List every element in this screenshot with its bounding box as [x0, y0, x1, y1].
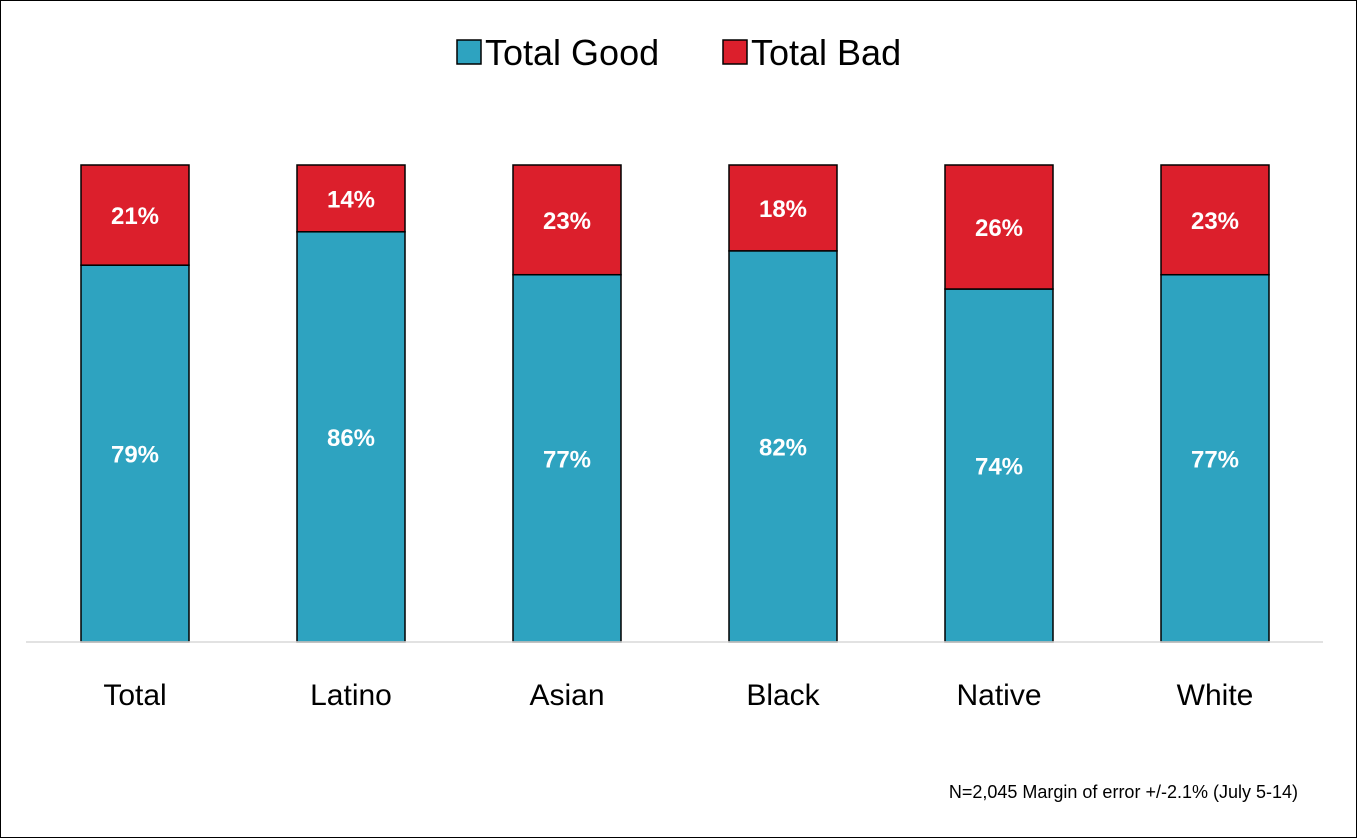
category-label-total: Total: [103, 679, 166, 712]
legend-swatch-total-good: [456, 39, 482, 65]
category-label-black: Black: [746, 679, 820, 712]
legend-label-total-good: Total Good: [485, 32, 659, 73]
data-label-native-total-bad: 26%: [975, 215, 1023, 242]
category-label-native: Native: [956, 679, 1041, 712]
category-label-asian: Asian: [529, 679, 604, 712]
bar-white-total-bad: [1160, 164, 1270, 276]
data-label-asian-total-good: 77%: [543, 446, 591, 473]
bar-native-total-bad: [944, 164, 1054, 290]
data-label-black-total-good: 82%: [759, 434, 807, 461]
data-label-white-total-good: 77%: [1191, 446, 1239, 473]
category-label-white: White: [1177, 679, 1254, 712]
data-label-native-total-good: 74%: [975, 454, 1023, 481]
bars-group: 79% 21% 86% 14% 77% 23% 82% 18% 74% 26% 77% 23%: [80, 164, 1270, 643]
bar-asian-total-good: [512, 273, 622, 643]
data-label-total-total-bad: 21%: [111, 203, 159, 230]
bar-asian-total-bad: [512, 164, 622, 276]
data-label-total-total-good: 79%: [111, 442, 159, 469]
legend-label-total-bad: Total Bad: [751, 32, 901, 73]
data-label-black-total-bad: 18%: [759, 196, 807, 223]
data-label-latino-total-good: 86%: [327, 425, 375, 452]
legend: Total Good Total Bad: [456, 32, 901, 73]
bar-white-total-good: [1160, 273, 1270, 643]
sample-note: N=2,045 Margin of error +/-2.1% (July 5-…: [949, 782, 1298, 802]
bar-latino-total-bad: [296, 164, 406, 233]
category-labels: Total Latino Asian Black Native White: [103, 679, 1253, 712]
data-label-latino-total-bad: 14%: [327, 186, 375, 213]
bar-black-total-bad: [728, 164, 838, 252]
bar-total-total-good: [80, 264, 190, 643]
data-label-asian-total-bad: 23%: [543, 208, 591, 235]
category-label-latino: Latino: [310, 679, 392, 712]
data-label-white-total-bad: 23%: [1191, 208, 1239, 235]
legend-swatch-total-bad: [722, 39, 748, 65]
bar-total-total-bad: [80, 164, 190, 266]
